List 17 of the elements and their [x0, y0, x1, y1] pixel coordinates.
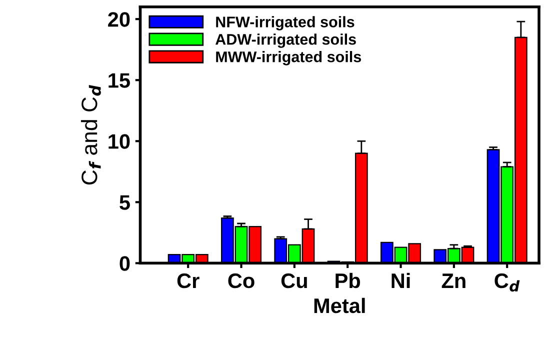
- y-tick-label: 10: [108, 134, 130, 149]
- legend-label: ADW-irrigated soils: [215, 34, 356, 48]
- x-tick-label: Cu: [281, 273, 307, 288]
- legend-label: MWW-irrigated soils: [216, 51, 362, 66]
- x-tick-label: Cr: [177, 273, 200, 288]
- x-tick-label: Pb: [336, 272, 360, 288]
- y-tick-label: 0: [120, 256, 130, 271]
- y-tick-label: 15: [108, 73, 130, 88]
- x-axis-title: Metal: [314, 298, 365, 314]
- y-tick-label: 20: [108, 12, 130, 27]
- y-tick-label: 5: [120, 195, 130, 210]
- x-tick-label: Ni: [392, 272, 410, 288]
- x-tick-label: Zn: [442, 274, 466, 288]
- legend-label: NFW-irrigated soils: [216, 16, 354, 30]
- x-tick-label: Co: [228, 273, 254, 288]
- y-axis-title: C$_{f}$ and C$_{d}$: [80, 84, 101, 184]
- x-tick-label: C$_{d}$: [494, 273, 520, 292]
